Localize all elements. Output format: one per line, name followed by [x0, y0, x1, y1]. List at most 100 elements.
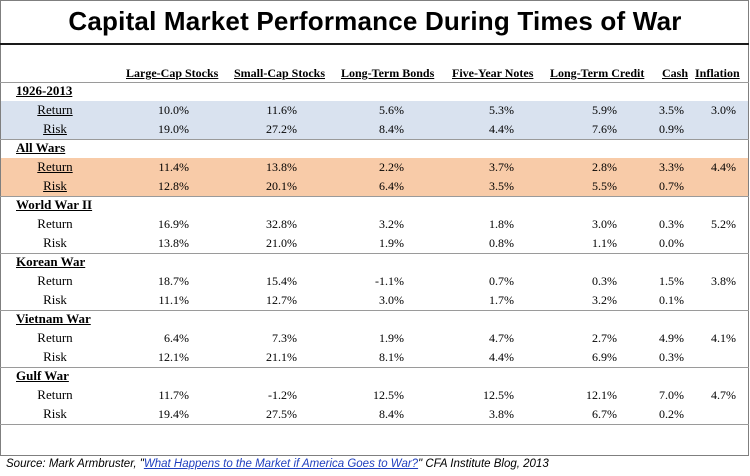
table-cell: 0.9%	[659, 122, 684, 136]
table-cell: 12.8%	[158, 179, 189, 193]
table-cell: 5.3%	[489, 103, 514, 117]
table-frame	[0, 0, 749, 456]
table-bottom-rule	[0, 424, 749, 425]
group-label: 1926-2013	[16, 83, 73, 98]
table-cell: 10.0%	[158, 103, 189, 117]
table-cell: 16.9%	[158, 217, 189, 231]
column-header: Small-Cap Stocks	[234, 66, 326, 80]
table-cell: 7.0%	[659, 388, 684, 402]
column-header: Long-Term Credit	[550, 66, 645, 80]
table-cell: 19.0%	[158, 122, 189, 136]
table-cell: 12.5%	[373, 388, 404, 402]
table-cell: 11.4%	[158, 160, 189, 174]
table-cell: 3.2%	[379, 217, 404, 231]
table-cell: 5.2%	[711, 217, 736, 231]
row-label: Return	[37, 102, 73, 117]
table-cell: 2.8%	[592, 160, 617, 174]
row-label: Return	[37, 216, 73, 231]
group-label: Korean War	[16, 254, 86, 269]
table-cell: 12.5%	[483, 388, 514, 402]
table-cell: 0.3%	[592, 274, 617, 288]
table-cell: 13.8%	[158, 236, 189, 250]
row-label: Risk	[43, 121, 67, 136]
title-divider	[0, 43, 749, 45]
table-cell: 8.4%	[379, 122, 404, 136]
table-cell: 27.5%	[266, 407, 297, 421]
group-separator	[0, 139, 749, 140]
column-header: Cash	[662, 66, 689, 80]
row-label: Risk	[43, 349, 67, 364]
table-cell: 6.4%	[379, 179, 404, 193]
table-cell: 7.3%	[272, 331, 297, 345]
table-cell: 8.1%	[379, 350, 404, 364]
table-cell: 21.1%	[266, 350, 297, 364]
column-header: Large-Cap Stocks	[126, 66, 219, 80]
table-cell: 2.2%	[379, 160, 404, 174]
column-header: Five-Year Notes	[452, 66, 534, 80]
table-cell: 3.7%	[489, 160, 514, 174]
source-link[interactable]: What Happens to the Market if America Go…	[143, 458, 419, 470]
table-cell: 6.4%	[164, 331, 189, 345]
table-cell: 19.4%	[158, 407, 189, 421]
table-cell: 3.0%	[711, 103, 736, 117]
table-cell: 18.7%	[158, 274, 189, 288]
table-cell: 3.3%	[659, 160, 684, 174]
table-cell: 5.9%	[592, 103, 617, 117]
table-cell: 4.7%	[489, 331, 514, 345]
table-cell: 0.0%	[659, 236, 684, 250]
group-separator	[0, 82, 749, 83]
table-cell: 3.8%	[489, 407, 514, 421]
table-cell: 11.1%	[158, 293, 189, 307]
table-cell: 8.4%	[379, 407, 404, 421]
row-label: Return	[37, 330, 73, 345]
table-cell: 3.0%	[592, 217, 617, 231]
table-cell: 3.8%	[711, 274, 736, 288]
row-label: Risk	[43, 292, 67, 307]
group-separator	[0, 253, 749, 254]
table-cell: 12.1%	[158, 350, 189, 364]
table-cell: 0.2%	[659, 407, 684, 421]
row-label: Risk	[43, 406, 67, 421]
column-header: Inflation	[695, 66, 740, 80]
table-cell: 27.2%	[266, 122, 297, 136]
table-cell: 4.9%	[659, 331, 684, 345]
table-cell: 3.5%	[489, 179, 514, 193]
table-cell: 11.6%	[266, 103, 297, 117]
table-cell: 0.1%	[659, 293, 684, 307]
table-cell: 1.9%	[379, 331, 404, 345]
table-cell: 1.8%	[489, 217, 514, 231]
table-cell: 5.6%	[379, 103, 404, 117]
page-title: Capital Market Performance During Times …	[68, 6, 682, 36]
table-cell: 6.7%	[592, 407, 617, 421]
group-separator	[0, 196, 749, 197]
table-cell: 15.4%	[266, 274, 297, 288]
source-prefix: Source: Mark Armbruster, "	[6, 458, 144, 470]
table-cell: 12.1%	[586, 388, 617, 402]
table-cell: 6.9%	[592, 350, 617, 364]
group-highlight-band	[1, 158, 748, 196]
row-label: Return	[37, 159, 73, 174]
table-cell: 2.7%	[592, 331, 617, 345]
group-label: World War II	[16, 197, 93, 212]
column-header: Long-Term Bonds	[341, 66, 435, 80]
table-cell: 32.8%	[266, 217, 297, 231]
table-cell: 11.7%	[158, 388, 189, 402]
table-cell: 1.7%	[489, 293, 514, 307]
group-label: Gulf War	[16, 368, 69, 383]
table-cell: 4.4%	[489, 350, 514, 364]
table-cell: 12.7%	[266, 293, 297, 307]
table-cell: 0.7%	[659, 179, 684, 193]
source-note: Source: Mark Armbruster, "What Happens t…	[6, 458, 549, 470]
source-suffix: " CFA Institute Blog, 2013	[418, 458, 549, 470]
table-cell: 4.4%	[489, 122, 514, 136]
row-label: Risk	[43, 178, 67, 193]
table-cell: 0.7%	[489, 274, 514, 288]
table-cell: 21.0%	[266, 236, 297, 250]
row-label: Risk	[43, 235, 67, 250]
table-cell: 3.2%	[592, 293, 617, 307]
table-cell: 3.5%	[659, 103, 684, 117]
table-cell: 4.7%	[711, 388, 736, 402]
table-cell: 0.3%	[659, 350, 684, 364]
table-cell: 4.4%	[711, 160, 736, 174]
table-cell: 1.1%	[592, 236, 617, 250]
